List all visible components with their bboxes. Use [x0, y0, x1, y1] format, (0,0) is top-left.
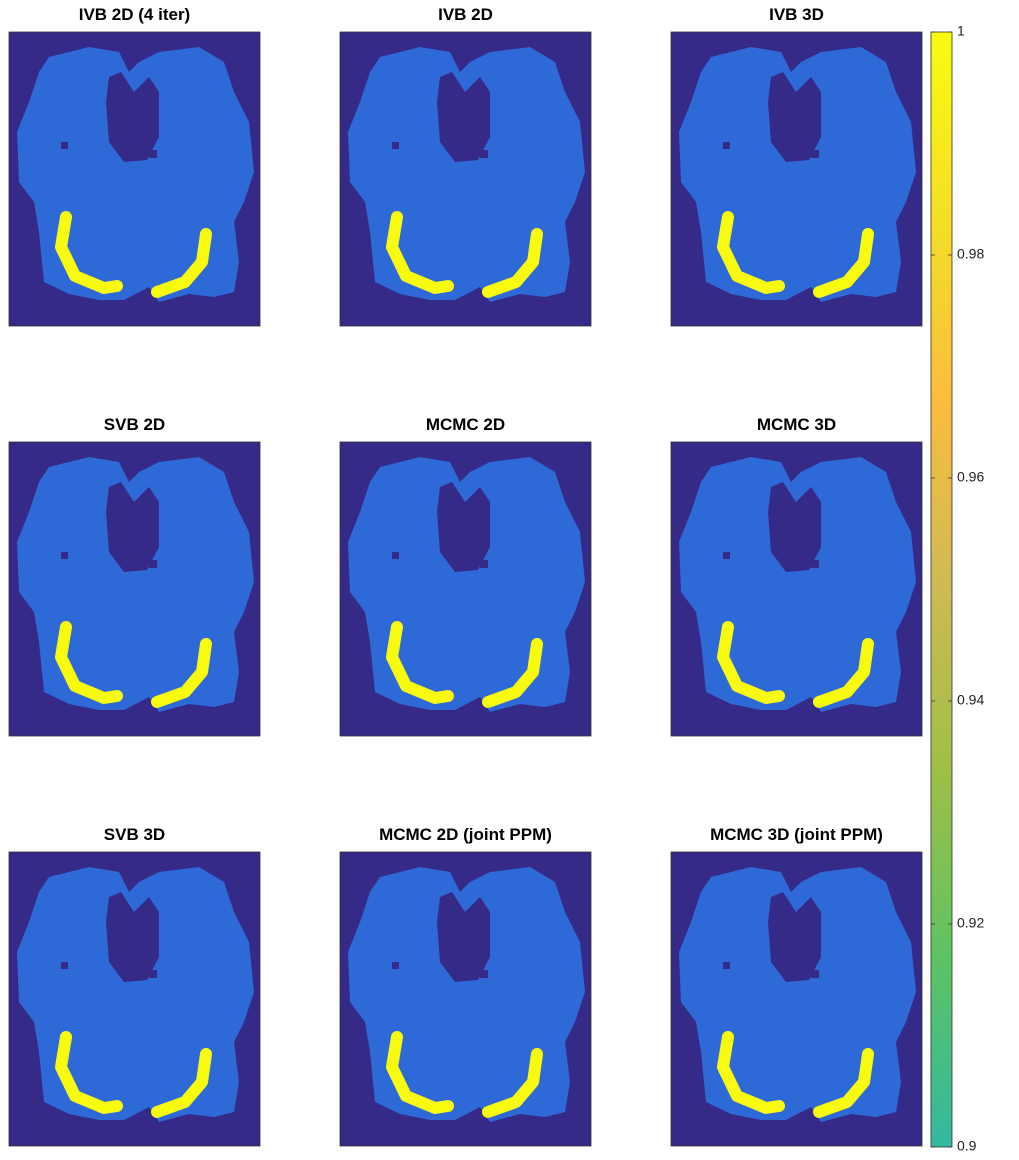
- panel-frame: [670, 851, 923, 1147]
- probability-map: [340, 442, 591, 736]
- panel-title: SVB 3D: [104, 825, 165, 844]
- panel-frame: [339, 441, 592, 737]
- panel-frame: [670, 31, 923, 327]
- panel-frame: [339, 31, 592, 327]
- probability-map: [671, 852, 922, 1146]
- panel-title: MCMC 3D: [757, 415, 836, 434]
- panel-title: IVB 3D: [769, 5, 824, 24]
- colorbar-tick-label: 0.9: [957, 1138, 977, 1154]
- probability-map: [9, 32, 260, 326]
- probability-map: [9, 852, 260, 1146]
- panel-title: SVB 2D: [104, 415, 165, 434]
- panel-frame: [8, 31, 261, 327]
- panel-title: MCMC 3D (joint PPM): [710, 825, 883, 844]
- colorbar-tick-label: 0.98: [957, 246, 984, 262]
- panel-frame: [8, 851, 261, 1147]
- colorbar-tick-label: 0.92: [957, 915, 984, 931]
- probability-map: [340, 852, 591, 1146]
- panel-frame: [8, 441, 261, 737]
- panel-title: MCMC 2D (joint PPM): [379, 825, 552, 844]
- probability-map: [671, 32, 922, 326]
- panel-title: IVB 2D: [438, 5, 493, 24]
- colorbar-tick-label: 0.96: [957, 469, 984, 485]
- probability-map: [671, 442, 922, 736]
- panel-frame: [339, 851, 592, 1147]
- panel-title: IVB 2D (4 iter): [79, 5, 190, 24]
- colorbar-tick-label: 0.94: [957, 692, 984, 708]
- panel-title: MCMC 2D: [426, 415, 505, 434]
- probability-map: [340, 32, 591, 326]
- probability-map: [9, 442, 260, 736]
- colorbar: [930, 31, 953, 1148]
- colorbar-tick-label: 1: [957, 23, 965, 39]
- panel-frame: [670, 441, 923, 737]
